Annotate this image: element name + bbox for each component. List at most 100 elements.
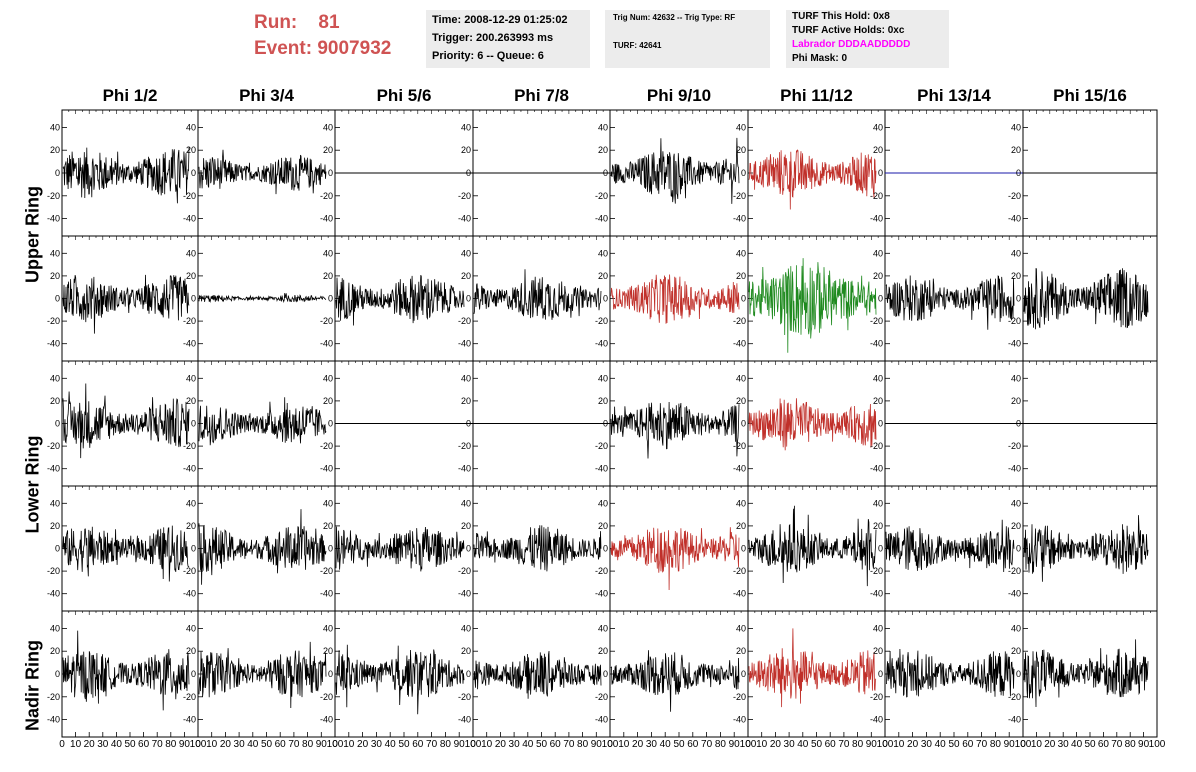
x-tick-label: 80 [440, 739, 452, 750]
y-tick-label: -40 [320, 715, 333, 725]
y-tick-label: 0 [1016, 168, 1021, 178]
y-tick-label: 40 [323, 373, 333, 383]
y-tick-label: 20 [873, 646, 883, 656]
x-tick-label: 70 [563, 739, 575, 750]
y-tick-label: 0 [55, 168, 60, 178]
x-tick-label: 100 [602, 739, 619, 750]
y-tick-label: -20 [47, 191, 60, 201]
y-tick-label: 20 [736, 396, 746, 406]
x-tick-label: 90 [591, 739, 603, 750]
y-tick-label: -40 [458, 339, 471, 349]
y-tick-label: 40 [186, 498, 196, 508]
x-tick-label: 100 [877, 739, 894, 750]
y-tick-label: -40 [733, 464, 746, 474]
waveform-trace [198, 509, 327, 585]
y-tick-label: -40 [320, 214, 333, 224]
y-tick-label: 20 [1011, 646, 1021, 656]
y-tick-label: 40 [598, 122, 608, 132]
y-tick-label: 40 [323, 498, 333, 508]
y-tick-label: 0 [55, 669, 60, 679]
y-tick-label: -20 [183, 692, 196, 702]
y-tick-label: -20 [1008, 191, 1021, 201]
turf-status-box: TURF This Hold: 0x8 TURF Active Holds: 0… [786, 10, 949, 68]
y-tick-label: -20 [320, 692, 333, 702]
y-tick-label: 40 [873, 248, 883, 258]
waveform-trace [1023, 639, 1149, 708]
y-tick-label: -20 [595, 566, 608, 576]
y-tick-label: 40 [1011, 623, 1021, 633]
x-tick-label: 70 [426, 739, 438, 750]
y-tick-label: 20 [461, 145, 471, 155]
x-tick-label: 20 [220, 739, 232, 750]
y-tick-label: -20 [870, 692, 883, 702]
x-tick-label: 30 [921, 739, 933, 750]
y-tick-label: 0 [878, 544, 883, 554]
x-tick-label: 90 [1004, 739, 1016, 750]
y-tick-label: -40 [1008, 339, 1021, 349]
waveform-trace [473, 269, 602, 320]
column-header-phi-13-14: Phi 13/14 [917, 86, 991, 105]
y-tick-label: 40 [1011, 248, 1021, 258]
x-tick-label: 50 [536, 739, 548, 750]
x-tick-label: 0 [607, 739, 613, 750]
y-tick-label: 0 [466, 669, 471, 679]
x-tick-label: 10 [1031, 739, 1043, 750]
y-tick-label: 20 [186, 396, 196, 406]
y-tick-label: 40 [1011, 122, 1021, 132]
trig-num-text: Trig Num: 42632 -- Trig Type: RF [613, 13, 736, 22]
x-tick-label: 60 [275, 739, 287, 750]
y-tick-label: 0 [1016, 544, 1021, 554]
y-tick-label: -40 [458, 214, 471, 224]
y-tick-label: 40 [1011, 498, 1021, 508]
y-tick-label: 20 [461, 271, 471, 281]
x-tick-label: 10 [893, 739, 905, 750]
y-tick-label: -40 [870, 339, 883, 349]
y-tick-label: 20 [461, 396, 471, 406]
y-tick-label: 20 [736, 271, 746, 281]
waveform-trace [473, 525, 602, 572]
y-tick-label: 0 [466, 419, 471, 429]
y-tick-label: -20 [1008, 441, 1021, 451]
trigger-text: Trigger: 200.263993 ms [432, 32, 554, 44]
x-tick-label: 80 [990, 739, 1002, 750]
x-tick-label: 20 [357, 739, 369, 750]
y-tick-label: 20 [1011, 271, 1021, 281]
y-tick-label: 0 [466, 168, 471, 178]
y-tick-label: -20 [733, 191, 746, 201]
x-tick-label: 40 [1071, 739, 1083, 750]
y-tick-label: 20 [598, 646, 608, 656]
x-tick-label: 10 [70, 739, 82, 750]
panel-frame [334, 485, 474, 612]
x-tick-label: 40 [522, 739, 534, 750]
trigger-info-box: Trig Num: 42632 -- Trig Type: RF TURF: 4… [605, 10, 770, 68]
y-tick-label: 40 [598, 373, 608, 383]
x-tick-label: 40 [111, 739, 123, 750]
labrador-status: Labrador DDDAADDDDD [792, 39, 911, 50]
y-tick-label: 0 [328, 419, 333, 429]
y-tick-label: 0 [55, 419, 60, 429]
waveform-trace [62, 383, 190, 459]
y-tick-label: 20 [598, 521, 608, 531]
y-tick-label: 20 [736, 145, 746, 155]
y-tick-label: 20 [323, 271, 333, 281]
x-tick-label: 20 [1044, 739, 1056, 750]
y-tick-label: 40 [186, 122, 196, 132]
x-tick-label: 70 [1111, 739, 1123, 750]
y-tick-label: 20 [1011, 145, 1021, 155]
x-tick-label: 80 [715, 739, 727, 750]
y-tick-label: 0 [328, 168, 333, 178]
y-tick-label: 40 [323, 623, 333, 633]
y-tick-label: 0 [741, 168, 746, 178]
x-tick-label: 60 [825, 739, 837, 750]
y-tick-label: 0 [191, 419, 196, 429]
x-tick-label: 90 [729, 739, 741, 750]
y-tick-label: -20 [458, 692, 471, 702]
y-tick-label: 0 [466, 544, 471, 554]
y-tick-label: 0 [191, 168, 196, 178]
y-tick-label: 40 [323, 122, 333, 132]
y-tick-label: -20 [1008, 566, 1021, 576]
y-tick-label: 0 [466, 294, 471, 304]
y-tick-label: 20 [186, 145, 196, 155]
y-tick-label: 0 [878, 419, 883, 429]
